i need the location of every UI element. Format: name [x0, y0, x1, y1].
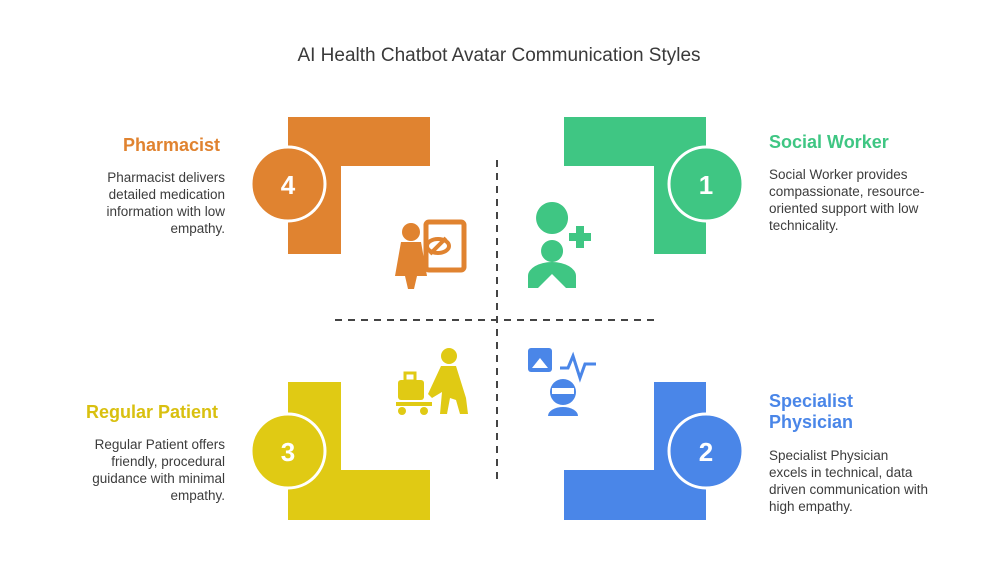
doctor-monitor-pulse-icon — [528, 348, 596, 416]
pharmacist-badge — [249, 145, 327, 223]
social-worker-description: Social Worker provides compassionate, re… — [769, 167, 925, 233]
social-worker-heading: Social Worker — [769, 132, 889, 152]
social-worker-number: 1 — [699, 170, 713, 200]
specialist-physician-heading: Specialist Physician — [769, 391, 854, 432]
specialist-physician-description: Specialist Physician excels in technical… — [769, 448, 929, 514]
social-worker-bracket — [564, 117, 706, 254]
pharmacist-with-prescription-icon — [395, 219, 467, 289]
regular-patient-description: Regular Patient offers friendly, procedu… — [92, 437, 225, 503]
pharmacist-number: 4 — [281, 170, 296, 200]
specialist-physician-badge — [667, 412, 745, 490]
pharmacist-bracket — [288, 117, 430, 254]
pharmacist-heading: Pharmacist — [122, 135, 220, 155]
specialist-physician-bracket — [564, 382, 706, 520]
specialist-physician-number: 2 — [699, 437, 713, 467]
social-worker-badge — [667, 145, 745, 223]
regular-patient-number: 3 — [281, 437, 295, 467]
regular-patient-badge — [249, 412, 327, 490]
regular-patient-bracket — [288, 382, 430, 520]
regular-patient-heading: Regular Patient — [85, 402, 218, 422]
person-with-luggage-cart-icon — [396, 348, 468, 415]
diagram-title: AI Health Chatbot Avatar Communication S… — [297, 45, 701, 66]
female-health-worker-plus-icon — [528, 202, 591, 288]
pharmacist-description: Pharmacist delivers detailed medication … — [106, 170, 225, 236]
